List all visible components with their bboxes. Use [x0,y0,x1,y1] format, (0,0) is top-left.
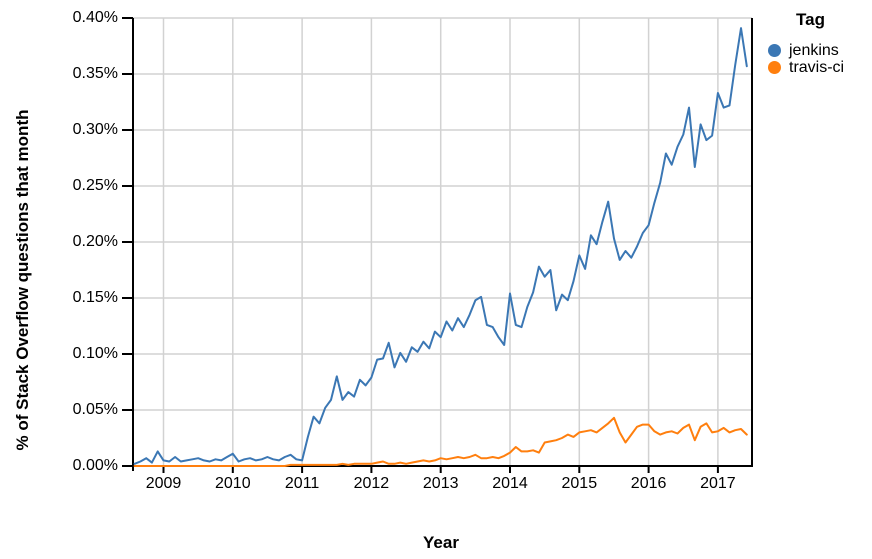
y-tick-label: 0.40% [72,9,118,26]
legend-item-travis-ci: travis-ci [768,59,868,76]
series-line-travis-ci[interactable] [133,416,748,467]
y-tick-label: 0.05% [72,401,118,418]
x-tick-label: 2016 [630,475,667,492]
y-tick-label: 0.20% [72,233,118,250]
jenkins-series-dot-icon [768,44,781,57]
x-tick-label: 2010 [215,475,251,492]
x-tick-label: 2015 [561,475,598,492]
legend: Tag jenkins travis-ci [768,10,868,76]
series-line-jenkins[interactable] [133,27,748,465]
y-tick-label: 0.30% [72,121,118,138]
x-tick-label: 2012 [353,475,390,492]
legend-label-travis-ci: travis-ci [789,58,845,76]
y-tick-label: 0.15% [72,289,118,306]
y-tick-label: 0.10% [72,345,118,362]
y-tick-label: 0.00% [72,457,118,474]
x-axis-title: Year [423,533,459,552]
y-tick-label: 0.35% [72,65,118,82]
x-tick-label: 2013 [422,475,459,492]
legend-label-jenkins: jenkins [789,41,839,59]
x-tick-label: 2017 [700,475,736,492]
y-tick-label: 0.25% [72,177,118,194]
x-tick-label: 2011 [284,475,320,492]
legend-title: Tag [796,10,825,29]
y-axis-title: % of Stack Overflow questions that month [13,109,32,451]
x-tick-label: 2014 [492,475,528,492]
x-tick-label: 2009 [145,475,182,492]
legend-item-jenkins: jenkins [768,42,868,59]
travis-ci-series-dot-icon [768,61,781,74]
